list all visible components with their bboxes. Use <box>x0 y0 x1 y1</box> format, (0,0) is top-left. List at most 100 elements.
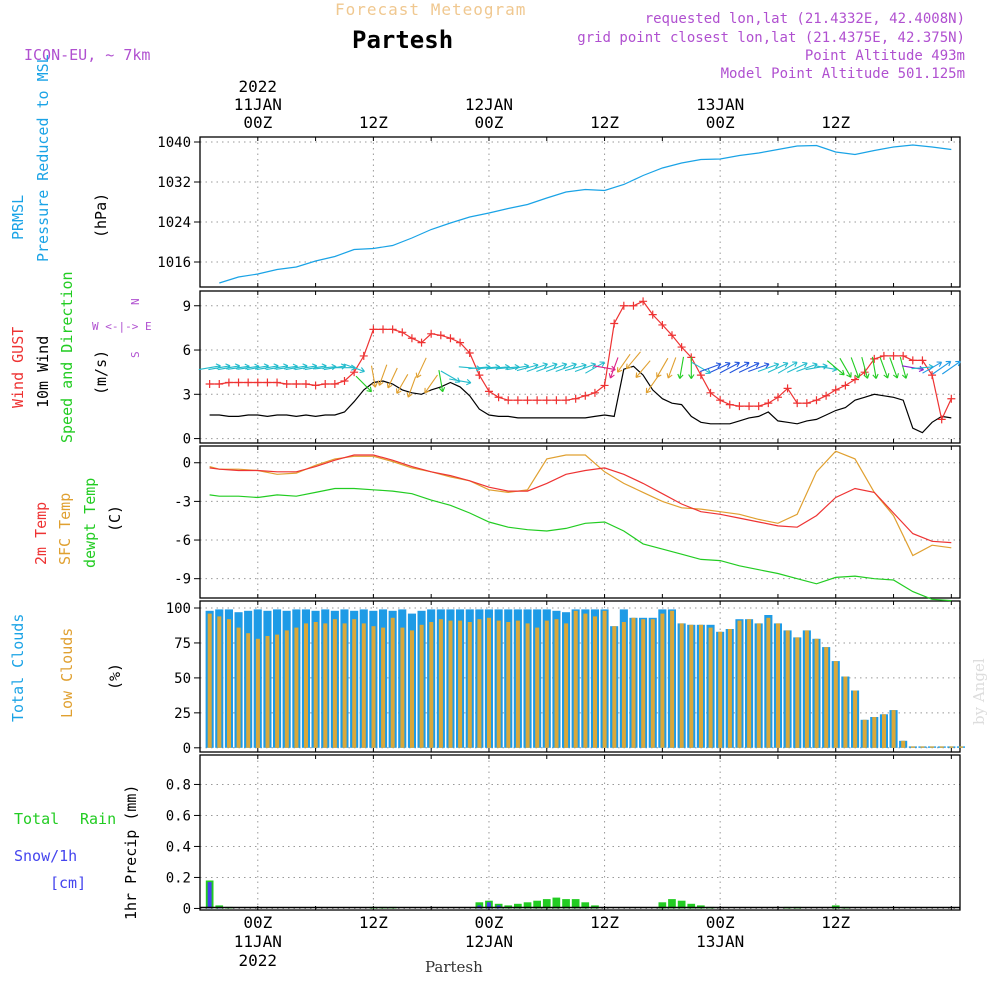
panel-frame <box>199 600 961 753</box>
wind-direction-arrow <box>691 361 711 374</box>
rain-bar <box>677 900 686 909</box>
temp-label-1: 2m Temp <box>32 502 50 565</box>
gust-marker <box>321 379 330 388</box>
wind-labels: Wind GUST 10m Wind Speed and Direction (… <box>9 271 152 443</box>
gust-marker <box>234 378 243 387</box>
low-cloud-bar <box>467 622 472 748</box>
low-cloud-bar <box>448 620 453 748</box>
low-cloud-bar <box>641 619 646 748</box>
gust-marker <box>398 328 407 337</box>
watermark: by Angel <box>970 658 988 725</box>
bottom-date-label: 13JAN <box>696 932 744 951</box>
cloud-labels: Total Clouds Low Clouds (%) <box>9 614 124 722</box>
y-tick-label: -3 <box>174 494 191 510</box>
panel-frame <box>199 754 961 911</box>
low-cloud-bar <box>544 620 549 748</box>
rain-bar <box>668 899 676 909</box>
low-cloud-bar <box>901 740 906 748</box>
wind-direction-arrow <box>861 356 870 379</box>
y-tick-label: 0 <box>183 432 191 448</box>
low-cloud-bar <box>824 647 829 748</box>
low-cloud-bar <box>602 610 607 748</box>
pressure-line <box>219 144 952 284</box>
gust-marker <box>937 415 946 424</box>
gust-marker <box>822 391 831 400</box>
low-cloud-bar <box>650 619 655 748</box>
wind-direction-arrow <box>555 362 577 373</box>
y-tick-label: 0.4 <box>166 839 191 855</box>
gust-marker <box>600 381 609 390</box>
bottom-year-label: 2022 <box>239 951 278 970</box>
gust-marker <box>533 396 542 405</box>
top-year-label: 2022 <box>239 77 278 96</box>
gust-marker <box>648 310 657 319</box>
low-cloud-bar <box>833 661 838 748</box>
gust-marker <box>754 402 763 411</box>
low-cloud-bar <box>814 638 819 748</box>
low-cloud-bar <box>381 627 386 748</box>
model-name: ICON-EU, ~ 7km <box>24 46 150 64</box>
low-cloud-bar <box>352 619 357 748</box>
low-cloud-bar <box>708 627 713 748</box>
y-tick-label: 9 <box>183 299 191 315</box>
low-cloud-bar <box>390 617 395 748</box>
wind-direction-arrow <box>377 364 388 386</box>
low-cloud-bar <box>949 746 954 748</box>
low-cloud-bar <box>496 620 501 748</box>
gust-marker <box>735 402 744 411</box>
rain-bar <box>562 899 570 909</box>
gust-marker <box>889 351 898 360</box>
bottom-date-label: 11JAN <box>234 932 282 951</box>
gust-marker <box>465 348 474 357</box>
low-cloud-bar <box>207 613 212 748</box>
precip-label-rain: Rain <box>80 810 116 828</box>
gust-marker <box>639 297 648 306</box>
gust-marker <box>841 381 850 390</box>
wind-direction-arrow <box>767 361 789 373</box>
low-cloud-bar <box>670 610 675 748</box>
precip-labels: Total Rain Snow/1h [cm] 1hr Precip (mm) <box>14 785 140 920</box>
low-cloud-bar <box>785 630 790 748</box>
low-cloud-bar <box>294 627 299 748</box>
rain-bar <box>658 902 667 909</box>
snow-bar <box>487 902 491 909</box>
gust-marker <box>523 396 532 405</box>
gust-marker <box>427 329 436 338</box>
low-cloud-bar <box>332 619 337 748</box>
requested-coords: requested lon,lat (21.4332E, 42.4008N) <box>645 11 965 27</box>
wind-direction-arrow <box>616 353 631 373</box>
gust-marker <box>292 379 301 388</box>
low-cloud-bar <box>776 623 780 748</box>
low-cloud-bar <box>756 623 761 748</box>
wind-direction-arrow <box>386 367 398 389</box>
low-cloud-bar <box>689 624 694 748</box>
y-tick-label: 50 <box>174 671 191 687</box>
temp-2m-line <box>209 454 952 544</box>
low-cloud-bar <box>795 637 800 748</box>
gust-marker <box>610 319 619 328</box>
gust-marker <box>793 399 802 408</box>
top-hour-label: 12Z <box>359 113 388 132</box>
bottom-hour-label: 00Z <box>243 913 272 932</box>
low-cloud-bar <box>766 617 771 748</box>
gust-marker <box>581 391 590 400</box>
wind-label-1: Wind GUST <box>9 327 27 408</box>
gust-marker <box>282 379 291 388</box>
gust-marker <box>619 301 628 310</box>
precip-label-cm: [cm] <box>50 874 86 892</box>
low-cloud-bar <box>612 626 617 748</box>
wind-direction-arrow <box>922 361 943 374</box>
wind-direction-arrow <box>777 361 798 374</box>
gust-marker <box>918 356 927 365</box>
wind-direction-arrow <box>729 361 750 374</box>
y-tick-label: 0.8 <box>166 777 191 793</box>
cloud-unit: (%) <box>106 663 124 690</box>
grid-point-coords: grid point closest lon,lat (21.4375E, 42… <box>577 30 965 46</box>
low-cloud-bar <box>227 619 231 748</box>
wind-direction-arrow <box>932 360 952 375</box>
low-cloud-bar <box>853 690 858 748</box>
top-date-label: 11JAN <box>234 95 282 114</box>
precip-unit: 1hr Precip (mm) <box>122 785 140 920</box>
low-cloud-bar <box>843 676 848 748</box>
y-tick-label: 0.2 <box>166 870 191 886</box>
